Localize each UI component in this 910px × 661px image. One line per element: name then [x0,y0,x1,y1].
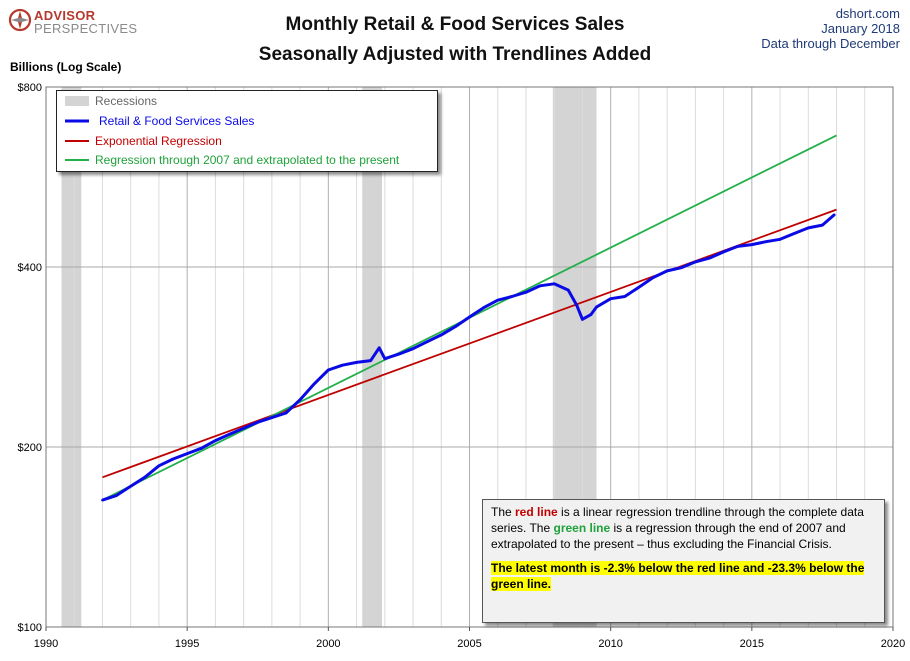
sales-data-point [807,226,810,230]
sales-data-point [298,398,302,401]
x-tick-label: 2010 [598,638,622,650]
sales-data-point [609,297,612,301]
legend: Recessions Retail & Food Services Sales … [56,90,438,172]
logo-text-line2: PERSPECTIVES [34,21,138,36]
sales-data-point [411,347,415,351]
annotation-highlight: The latest month is -2.3% below the red … [491,560,876,592]
sales-data-point [679,266,683,269]
sales-data-point [101,498,104,502]
sales-data-point [821,223,824,227]
annotation-text: The red line is a linear regression tren… [491,504,876,552]
legend-label-exp: Exponential Regression [95,134,222,148]
chart-subtitle: Seasonally Adjusted with Trendlines Adde… [258,44,652,65]
sales-data-point [377,346,381,350]
sales-data-point [722,250,725,254]
sales-data-point [369,359,372,362]
sales-data-point [454,325,457,328]
sales-data-point [312,382,316,386]
legend-swatch-recessions [65,96,89,106]
chart-title: Monthly Retail & Food Services Sales [285,14,625,35]
sales-data-point [327,368,330,372]
sales-data-point [637,285,641,289]
y-axis-label: Billions (Log Scale) [10,60,122,74]
sales-data-point [242,426,245,430]
annotation-box: The red line is a linear regression tren… [482,499,885,623]
recession-band [61,87,82,627]
x-tick-label: 2020 [881,638,905,650]
annotation-green-line-label: green line [553,521,611,535]
sales-data-point [595,305,598,309]
annotation-text-part: is a regression through the end of 2007 … [491,521,846,551]
logo-text-line1: ADVISOR [34,8,96,23]
sales-data-point [567,288,570,292]
sales-data-point [575,304,579,307]
sales-data-point [832,213,836,217]
x-tick-label: 1995 [175,638,199,650]
sales-data-point [341,363,344,367]
sales-data-point [199,447,203,450]
date-label: January 2018 [821,21,900,36]
sales-data-point [510,295,514,298]
legend-label-recessions: Recessions [95,94,158,108]
sales-data-point [397,352,401,356]
sales-data-point [708,256,711,260]
legend-label-reg2007: Regression through 2007 and extrapolated… [95,153,400,167]
sales-data-point [425,340,429,344]
legend-swatch-exp [65,140,89,142]
sales-data-point [383,357,387,360]
sales-data-point [157,464,161,468]
sales-data-point [284,411,288,415]
sales-data-point [115,494,118,497]
sales-data-point [581,318,584,321]
sales-data-point [143,475,147,479]
sales-data-point [538,284,542,288]
sales-data-point [171,457,175,461]
sales-data-point [792,232,796,235]
x-tick-label: 2000 [316,638,340,650]
sales-data-point [665,269,669,273]
sales-data-point [468,315,471,319]
sales-data-point [256,420,260,424]
sales-data-point [439,333,443,337]
sales-data-point [694,260,697,264]
series-line-exponential-regression [102,208,837,479]
x-tick-label: 2005 [457,638,481,650]
sales-data-point [552,282,556,286]
sales-data-point [214,439,217,442]
annotation-highlight-text: The latest month is -2.3% below the red … [491,561,865,591]
y-tick-label: $200 [18,442,42,454]
annotation-red-line-label: red line [515,505,558,519]
y-tick-label: $800 [18,82,42,94]
sales-data-point [764,240,768,243]
sales-data-point [129,484,132,488]
sales-data-point [778,238,782,241]
y-tick-label: $400 [18,262,42,274]
sales-data-point [736,245,740,248]
sales-data-point [355,361,358,364]
data-through-label: Data through December [761,36,900,51]
x-tick-label: 1990 [34,638,58,650]
sales-data-point [482,306,485,309]
sales-data-point [651,276,655,279]
sales-data-point [589,313,593,316]
sales-data-point [623,295,627,298]
sales-data-point [750,243,754,246]
sales-data-point [185,452,189,455]
sales-data-point [228,433,231,436]
source-label: dshort.com [835,6,900,21]
annotation-text-part: The [491,505,516,519]
sales-data-point [270,416,274,419]
legend-swatch-reg2007 [65,159,89,161]
legend-label-sales: Retail & Food Services Sales [99,114,255,128]
sales-data-point [524,290,528,294]
series-line-sales [102,213,836,502]
logo-compass-icon [8,8,32,32]
sales-data-point [496,298,500,302]
y-tick-label: $100 [18,622,42,634]
legend-swatch-sales [65,119,89,123]
annotation-text-part: is a linear regression trendline through… [491,505,864,535]
advisor-perspectives-logo: ADVISOR PERSPECTIVES [8,6,138,36]
x-tick-label: 2015 [740,638,764,650]
